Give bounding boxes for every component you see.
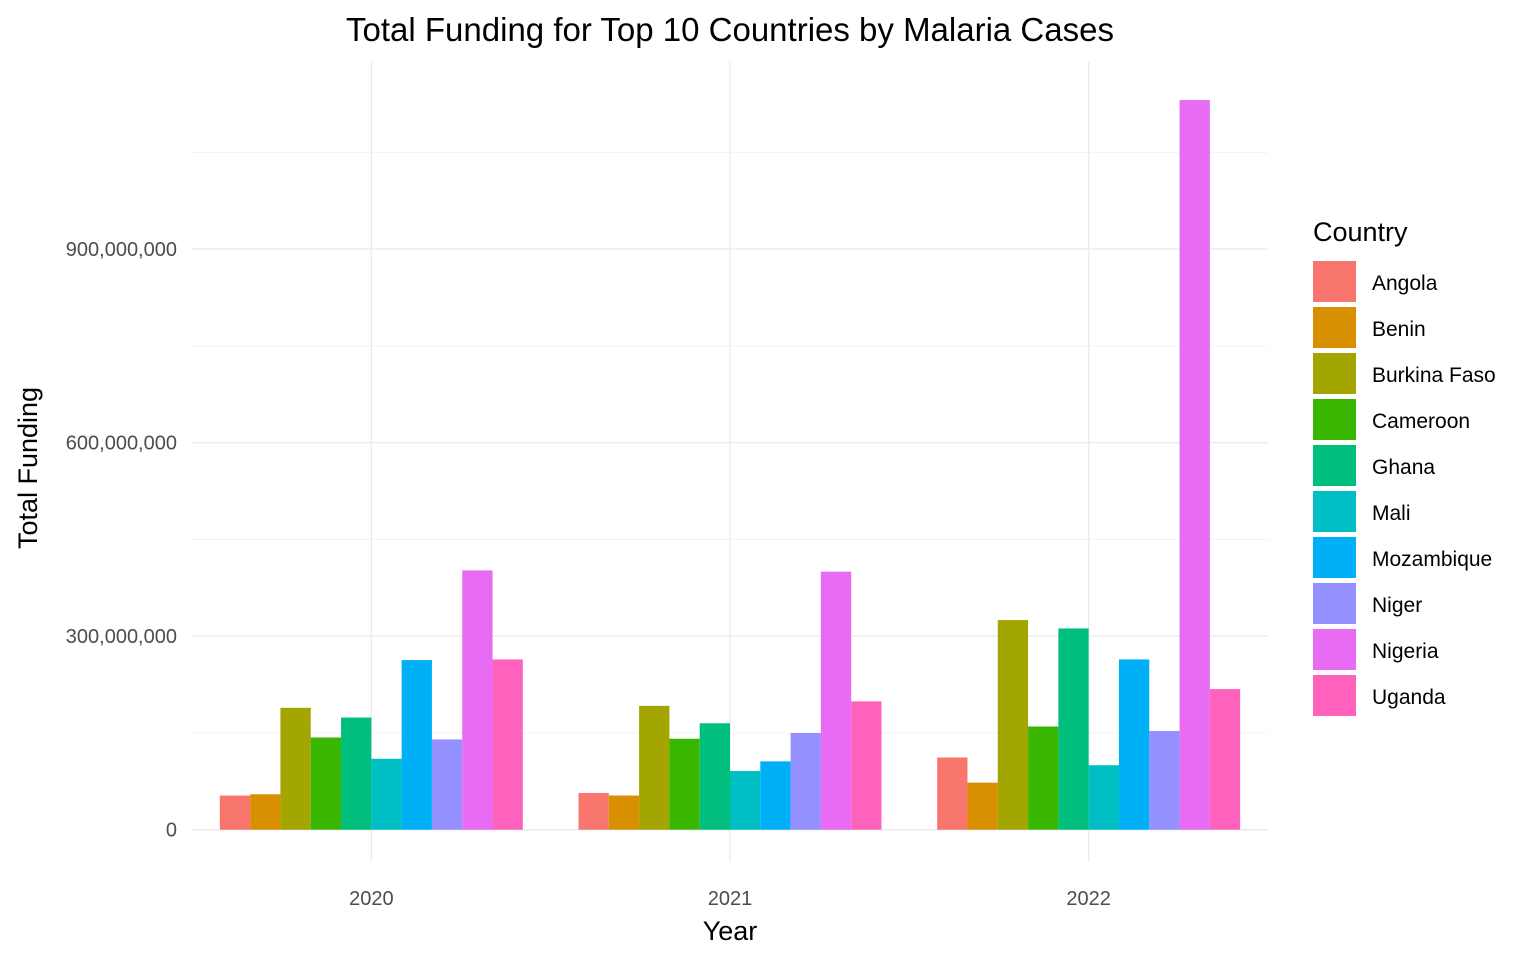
- bar-angola-2021: [578, 792, 609, 830]
- y-tick-label: 0: [166, 820, 177, 842]
- bar-nigeria-2021: [820, 571, 852, 830]
- chart-title: Total Funding for Top 10 Countries by Ma…: [346, 11, 1114, 48]
- legend-label: Burkina Faso: [1372, 364, 1496, 387]
- legend-swatch: [1313, 307, 1356, 348]
- bar-uganda-2020: [492, 659, 523, 830]
- bar-niger-2022: [1149, 731, 1180, 830]
- bar-angola-2020: [219, 795, 251, 830]
- legend-label: Mozambique: [1372, 548, 1492, 571]
- legend-label: Ghana: [1372, 456, 1435, 479]
- x-tick-label: 2020: [349, 888, 394, 910]
- bar-uganda-2022: [1209, 689, 1241, 830]
- bar-cameroon-2020: [310, 737, 342, 830]
- x-axis-title: Year: [703, 916, 758, 946]
- y-tick-label: 600,000,000: [66, 433, 177, 455]
- bar-mali-2022: [1088, 765, 1119, 830]
- bar-benin-2021: [608, 795, 640, 830]
- legend-label: Nigeria: [1372, 640, 1439, 663]
- bars-group: [219, 100, 1241, 830]
- legend-label: Niger: [1372, 594, 1422, 617]
- legend-label: Mali: [1372, 502, 1411, 525]
- bar-cameroon-2022: [1028, 726, 1059, 830]
- legend-swatch: [1313, 399, 1356, 440]
- bar-benin-2022: [967, 782, 998, 830]
- legend: Country Angola Benin Burkina Faso Cameroon G…: [1313, 217, 1496, 716]
- legend-swatch: [1313, 353, 1356, 394]
- bar-uganda-2021: [851, 701, 882, 830]
- legend-label: Uganda: [1372, 686, 1446, 709]
- legend-swatch: [1313, 537, 1356, 578]
- x-tick-label: 2022: [1066, 888, 1111, 910]
- legend-swatch: [1313, 583, 1356, 624]
- bar-ghana-2021: [699, 723, 730, 830]
- bar-ghana-2020: [341, 717, 372, 830]
- y-axis-title: Total Funding: [13, 387, 43, 549]
- legend-title: Country: [1313, 217, 1408, 247]
- bar-mali-2021: [730, 771, 761, 830]
- legend-swatch: [1313, 675, 1356, 716]
- bar-niger-2020: [431, 739, 463, 830]
- bar-benin-2020: [250, 794, 281, 830]
- legend-swatch: [1313, 261, 1356, 302]
- legend-swatch: [1313, 491, 1356, 532]
- y-tick-labels: 0 300,000,000 600,000,000 900,000,000: [66, 239, 177, 842]
- bar-cameroon-2021: [669, 738, 700, 830]
- legend-swatch: [1313, 445, 1356, 486]
- bar-mozambique-2022: [1118, 659, 1150, 830]
- legend-swatch: [1313, 629, 1356, 670]
- legend-label: Benin: [1372, 318, 1426, 341]
- bar-nigeria-2022: [1179, 100, 1210, 830]
- bar-angola-2022: [937, 757, 968, 830]
- bar-mozambique-2021: [760, 761, 791, 830]
- bar-burkina-faso-2021: [639, 705, 670, 830]
- bar-burkina-faso-2022: [997, 620, 1029, 830]
- bar-mali-2020: [371, 758, 402, 830]
- bar-burkina-faso-2020: [280, 707, 311, 830]
- x-tick-labels: 2020 2021 2022: [349, 888, 1111, 910]
- bar-nigeria-2020: [462, 570, 493, 830]
- bar-ghana-2022: [1058, 628, 1089, 830]
- legend-label: Cameroon: [1372, 410, 1470, 433]
- bar-mozambique-2020: [401, 660, 432, 830]
- x-tick-label: 2021: [708, 888, 753, 910]
- y-tick-label: 300,000,000: [66, 626, 177, 648]
- legend-label: Angola: [1372, 272, 1438, 295]
- bar-niger-2021: [790, 732, 821, 830]
- y-tick-label: 900,000,000: [66, 239, 177, 261]
